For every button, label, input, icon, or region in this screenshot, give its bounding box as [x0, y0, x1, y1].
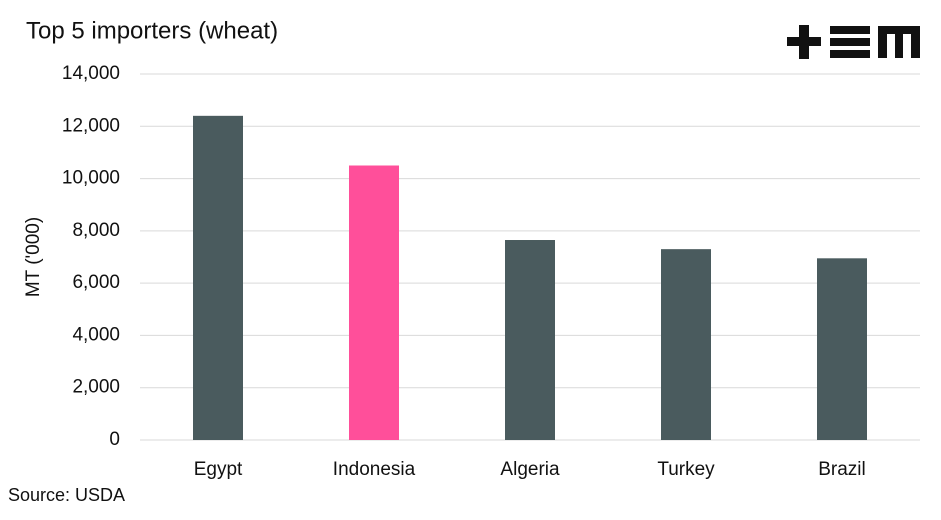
y-tick-label: 2,000	[72, 377, 120, 398]
x-tick-label: Turkey	[657, 459, 715, 480]
y-tick-label: 10,000	[62, 168, 120, 189]
bar	[661, 249, 711, 440]
logo	[787, 25, 920, 59]
x-tick-label: Indonesia	[333, 459, 416, 480]
x-tick-label: Brazil	[818, 459, 866, 480]
y-tick-label: 0	[109, 429, 120, 450]
y-tick-label: 8,000	[72, 220, 120, 241]
x-tick-label: Algeria	[500, 459, 560, 480]
bar	[349, 165, 399, 440]
bar	[505, 240, 555, 440]
y-tick-label: 6,000	[72, 272, 120, 293]
bar	[193, 115, 243, 440]
y-tick-label: 14,000	[62, 63, 120, 84]
y-tick-label: 12,000	[62, 115, 120, 136]
y-tick-label: 4,000	[72, 324, 120, 345]
bar	[817, 258, 867, 440]
chart-title: Top 5 importers (wheat)	[26, 17, 278, 44]
x-tick-label: Egypt	[194, 459, 243, 480]
y-axis-label: MT ('000)	[23, 217, 44, 297]
source: Source: USDA	[8, 485, 125, 505]
